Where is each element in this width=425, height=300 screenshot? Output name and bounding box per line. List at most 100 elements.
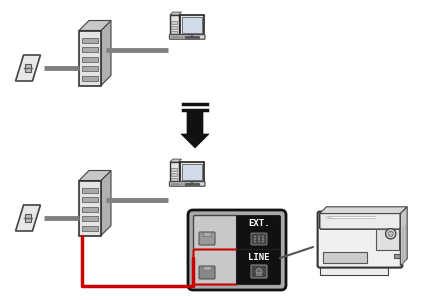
Bar: [187, 184, 190, 185]
Bar: [82, 57, 98, 62]
Bar: [181, 37, 183, 38]
Bar: [376, 229, 399, 250]
Bar: [82, 47, 98, 52]
FancyBboxPatch shape: [193, 250, 238, 284]
Bar: [181, 184, 183, 185]
Bar: [197, 36, 199, 37]
Bar: [82, 207, 98, 212]
Bar: [171, 178, 177, 181]
Polygon shape: [101, 170, 111, 236]
Polygon shape: [16, 205, 40, 231]
Circle shape: [388, 231, 393, 236]
Polygon shape: [320, 207, 407, 214]
FancyBboxPatch shape: [236, 215, 280, 250]
FancyBboxPatch shape: [170, 34, 205, 39]
Bar: [178, 36, 180, 37]
Bar: [326, 216, 371, 218]
Text: LINE: LINE: [248, 253, 270, 262]
Bar: [79, 181, 101, 236]
Bar: [203, 266, 211, 270]
Bar: [174, 184, 177, 185]
Bar: [394, 254, 400, 258]
Bar: [171, 168, 177, 171]
Bar: [197, 37, 199, 38]
Circle shape: [254, 236, 256, 237]
Bar: [187, 37, 190, 38]
Polygon shape: [400, 207, 407, 266]
Bar: [187, 36, 190, 37]
Bar: [171, 37, 173, 38]
FancyBboxPatch shape: [251, 265, 267, 278]
Bar: [82, 226, 98, 230]
Bar: [170, 162, 178, 185]
Bar: [82, 66, 98, 71]
Bar: [194, 183, 196, 184]
Bar: [82, 216, 98, 221]
Bar: [197, 184, 199, 185]
FancyBboxPatch shape: [320, 213, 400, 229]
Circle shape: [262, 236, 264, 237]
Bar: [25, 64, 31, 72]
Bar: [184, 184, 187, 185]
Bar: [181, 36, 183, 37]
Circle shape: [385, 229, 396, 239]
Bar: [171, 173, 177, 175]
Bar: [171, 31, 177, 34]
Bar: [331, 216, 375, 218]
Bar: [171, 26, 177, 28]
Bar: [171, 36, 173, 37]
Circle shape: [262, 241, 264, 242]
FancyBboxPatch shape: [236, 250, 280, 284]
Bar: [190, 184, 193, 185]
Bar: [171, 184, 173, 185]
Circle shape: [258, 236, 260, 237]
FancyBboxPatch shape: [317, 212, 402, 268]
Bar: [82, 188, 98, 193]
Circle shape: [258, 241, 260, 242]
Circle shape: [173, 34, 176, 36]
Circle shape: [258, 238, 260, 240]
Bar: [187, 183, 190, 184]
Bar: [174, 37, 177, 38]
Circle shape: [173, 181, 176, 183]
Polygon shape: [101, 20, 111, 86]
Bar: [174, 36, 177, 37]
Bar: [194, 184, 196, 185]
FancyBboxPatch shape: [199, 266, 215, 279]
Bar: [170, 15, 178, 38]
Bar: [328, 216, 372, 218]
Bar: [197, 183, 199, 184]
Polygon shape: [79, 20, 111, 31]
FancyArrow shape: [181, 112, 209, 148]
Bar: [178, 184, 180, 185]
Bar: [190, 36, 193, 37]
Bar: [82, 76, 98, 80]
Bar: [171, 21, 177, 24]
Bar: [178, 183, 180, 184]
Bar: [180, 15, 204, 35]
Circle shape: [256, 268, 262, 274]
FancyBboxPatch shape: [251, 233, 267, 245]
Bar: [190, 37, 193, 38]
Bar: [184, 37, 187, 38]
FancyBboxPatch shape: [199, 232, 215, 245]
Bar: [178, 37, 180, 38]
FancyBboxPatch shape: [170, 182, 205, 186]
Bar: [174, 183, 177, 184]
FancyBboxPatch shape: [188, 210, 286, 290]
Bar: [184, 36, 187, 37]
Bar: [323, 251, 367, 262]
Bar: [194, 37, 196, 38]
Bar: [181, 183, 183, 184]
Bar: [203, 232, 211, 236]
Bar: [25, 214, 31, 222]
Bar: [257, 272, 261, 275]
Bar: [194, 36, 196, 37]
Text: EXT.: EXT.: [248, 219, 270, 228]
Polygon shape: [170, 159, 181, 162]
Polygon shape: [170, 12, 181, 15]
Polygon shape: [79, 170, 111, 181]
Bar: [171, 183, 173, 184]
Bar: [180, 162, 204, 182]
Polygon shape: [320, 266, 388, 275]
